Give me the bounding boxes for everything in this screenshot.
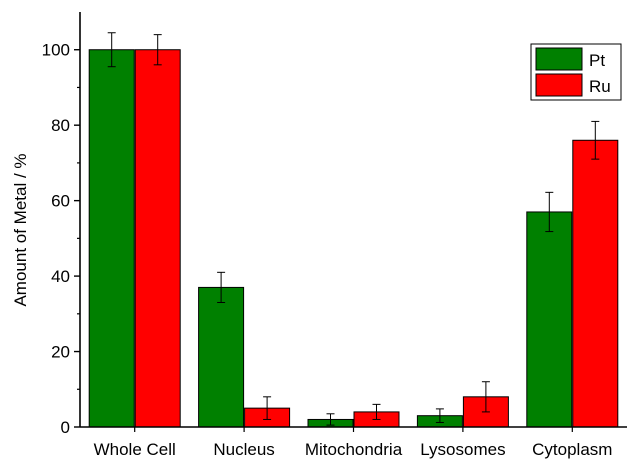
error-bar-ru-mitochondria [372,403,381,420]
bars-layer [88,49,619,428]
error-bar-ru-lysosomes [481,381,490,413]
error-bar-pt-nucleus [217,271,226,303]
error-bar-pt-cytoplasm [545,191,554,233]
y-axis-label: Amount of Metal / % [11,153,30,306]
error-bar-ru-cytoplasm [591,120,600,160]
x-tick-label-mitochondria: Mitochondria [305,440,403,459]
error-bar-pt-whole-cell [107,32,116,68]
y-tick-label-100: 100 [42,41,70,60]
legend-swatch-pt [535,47,583,71]
x-ticks: Whole Cell Nucleus Mitochondria Lysosomes Cy… [94,427,612,459]
bar-pt-cytoplasm [526,211,573,428]
y-ticks: 0 20 40 60 80 100 [42,41,80,437]
y-tick-label-40: 40 [51,267,70,286]
error-bar-ru-whole-cell [153,34,162,66]
bar-pt-nucleus [198,286,245,428]
y-tick-label-60: 60 [51,192,70,211]
error-bar-ru-nucleus [263,396,272,420]
bar-pt-whole-cell [88,49,135,428]
bar-ru-cytoplasm [572,139,619,428]
legend: Pt Ru [530,43,622,101]
y-tick-label-80: 80 [51,116,70,135]
x-tick-label-nucleus: Nucleus [213,440,274,459]
error-bars-layer [107,32,600,426]
y-tick-label-20: 20 [51,343,70,362]
x-tick-label-whole-cell: Whole Cell [94,440,176,459]
legend-label-pt: Pt [589,51,605,70]
error-bar-pt-mitochondria [326,413,335,426]
error-bar-pt-lysosomes [435,408,444,423]
y-tick-label-0: 0 [61,418,70,437]
legend-swatch-ru [535,73,583,97]
x-tick-label-cytoplasm: Cytoplasm [532,440,612,459]
bar-ru-whole-cell [134,49,181,428]
legend-label-ru: Ru [589,77,611,96]
x-tick-label-lysosomes: Lysosomes [420,440,505,459]
